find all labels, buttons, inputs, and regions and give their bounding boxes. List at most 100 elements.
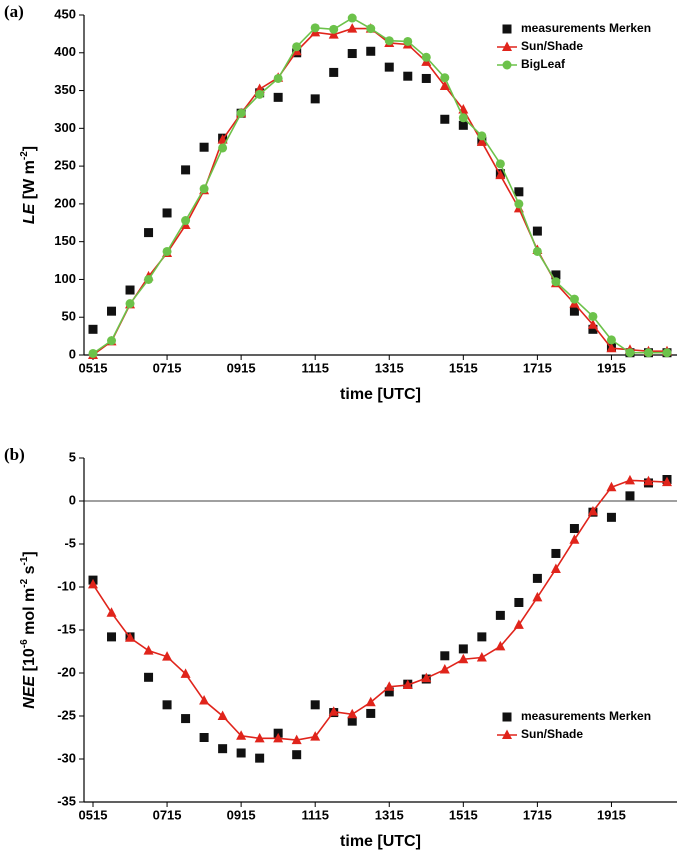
y-axis-title: LE [W m-2] <box>19 146 38 224</box>
x-tick-label: 0715 <box>153 360 182 375</box>
legend-label: Sun/Shade <box>521 727 583 741</box>
data-point <box>292 750 302 760</box>
legend-marker <box>502 41 512 51</box>
data-point <box>513 619 524 629</box>
y-tick-label: -25 <box>57 707 76 722</box>
x-tick-label: 1115 <box>301 360 329 375</box>
data-point <box>144 228 154 238</box>
y-axis-title-part: LE <box>21 202 38 224</box>
data-point <box>421 73 431 83</box>
data-point <box>217 710 228 720</box>
y-axis-title-part: [W m <box>21 160 38 204</box>
data-point <box>439 664 450 674</box>
data-point <box>255 753 265 763</box>
y-axis-title-part: mol m <box>21 588 38 640</box>
data-point <box>366 708 376 718</box>
data-point <box>495 610 505 620</box>
y-tick-label: -20 <box>57 664 76 679</box>
y-tick-label: 350 <box>54 82 76 97</box>
legend-marker <box>502 60 512 70</box>
data-point <box>476 652 487 662</box>
data-point <box>606 512 616 522</box>
data-point <box>495 159 505 169</box>
data-point <box>236 730 247 740</box>
data-point <box>107 306 117 316</box>
data-point <box>310 23 320 33</box>
y-tick-label: 0 <box>69 346 76 361</box>
y-axis-title-part: -2 <box>19 578 30 587</box>
data-point <box>495 169 506 180</box>
data-point <box>588 311 598 321</box>
data-point <box>662 476 672 487</box>
data-point <box>292 42 302 52</box>
data-point <box>551 270 561 280</box>
data-point <box>458 644 468 654</box>
data-point <box>125 299 135 309</box>
data-point <box>606 481 617 492</box>
data-point <box>236 108 246 118</box>
data-point <box>162 700 172 710</box>
data-point <box>347 13 357 23</box>
x-tick-label: 1115 <box>301 807 329 822</box>
y-tick-label: 50 <box>62 309 76 324</box>
data-point <box>329 67 339 77</box>
data-point <box>199 695 210 705</box>
data-point <box>477 131 487 141</box>
data-point <box>107 632 117 642</box>
data-point <box>625 491 635 501</box>
data-point <box>88 578 98 589</box>
data-point <box>310 731 321 741</box>
data-point <box>384 36 394 46</box>
data-point <box>181 714 191 724</box>
legend-marker <box>502 729 512 739</box>
data-point <box>106 607 117 617</box>
data-point <box>587 505 598 516</box>
data-point <box>347 49 357 59</box>
data-point <box>366 24 376 34</box>
data-point <box>218 143 228 153</box>
data-point <box>236 748 246 758</box>
panel-label: (a) <box>4 2 24 21</box>
data-point <box>218 744 228 754</box>
panel-label: (b) <box>4 445 25 464</box>
data-point <box>125 632 136 642</box>
y-axis-title-part: s <box>21 565 38 578</box>
data-point <box>643 475 654 486</box>
data-point <box>107 336 117 346</box>
data-point <box>347 23 358 33</box>
data-point <box>569 306 579 316</box>
data-point <box>569 534 580 544</box>
data-point <box>569 524 579 534</box>
data-point <box>347 716 357 726</box>
y-axis-title-part: -6 <box>19 639 30 648</box>
legend-marker <box>502 712 512 722</box>
data-point <box>421 672 432 683</box>
data-point <box>477 632 487 642</box>
x-tick-label: 1915 <box>597 807 626 822</box>
data-point <box>144 672 154 682</box>
y-tick-label: 150 <box>54 233 76 248</box>
data-point <box>606 335 616 345</box>
data-point <box>199 184 209 194</box>
data-point <box>180 668 191 678</box>
data-point <box>125 285 135 295</box>
data-point <box>458 653 469 664</box>
data-point <box>514 597 524 607</box>
data-point <box>532 246 542 256</box>
x-tick-label: 0715 <box>153 807 182 822</box>
x-axis-title: time [UTC] <box>340 386 421 403</box>
data-point <box>514 199 524 209</box>
legend-label: measurements Merken <box>521 709 651 723</box>
data-point <box>181 165 191 175</box>
data-point <box>181 216 191 226</box>
data-point <box>440 73 450 83</box>
data-point <box>402 679 413 690</box>
data-point <box>625 348 635 358</box>
data-point <box>384 687 394 697</box>
data-point <box>458 113 468 123</box>
y-axis-title-part: NEE <box>21 674 38 708</box>
data-point <box>365 696 376 707</box>
data-point <box>551 277 561 287</box>
data-point <box>439 80 450 91</box>
